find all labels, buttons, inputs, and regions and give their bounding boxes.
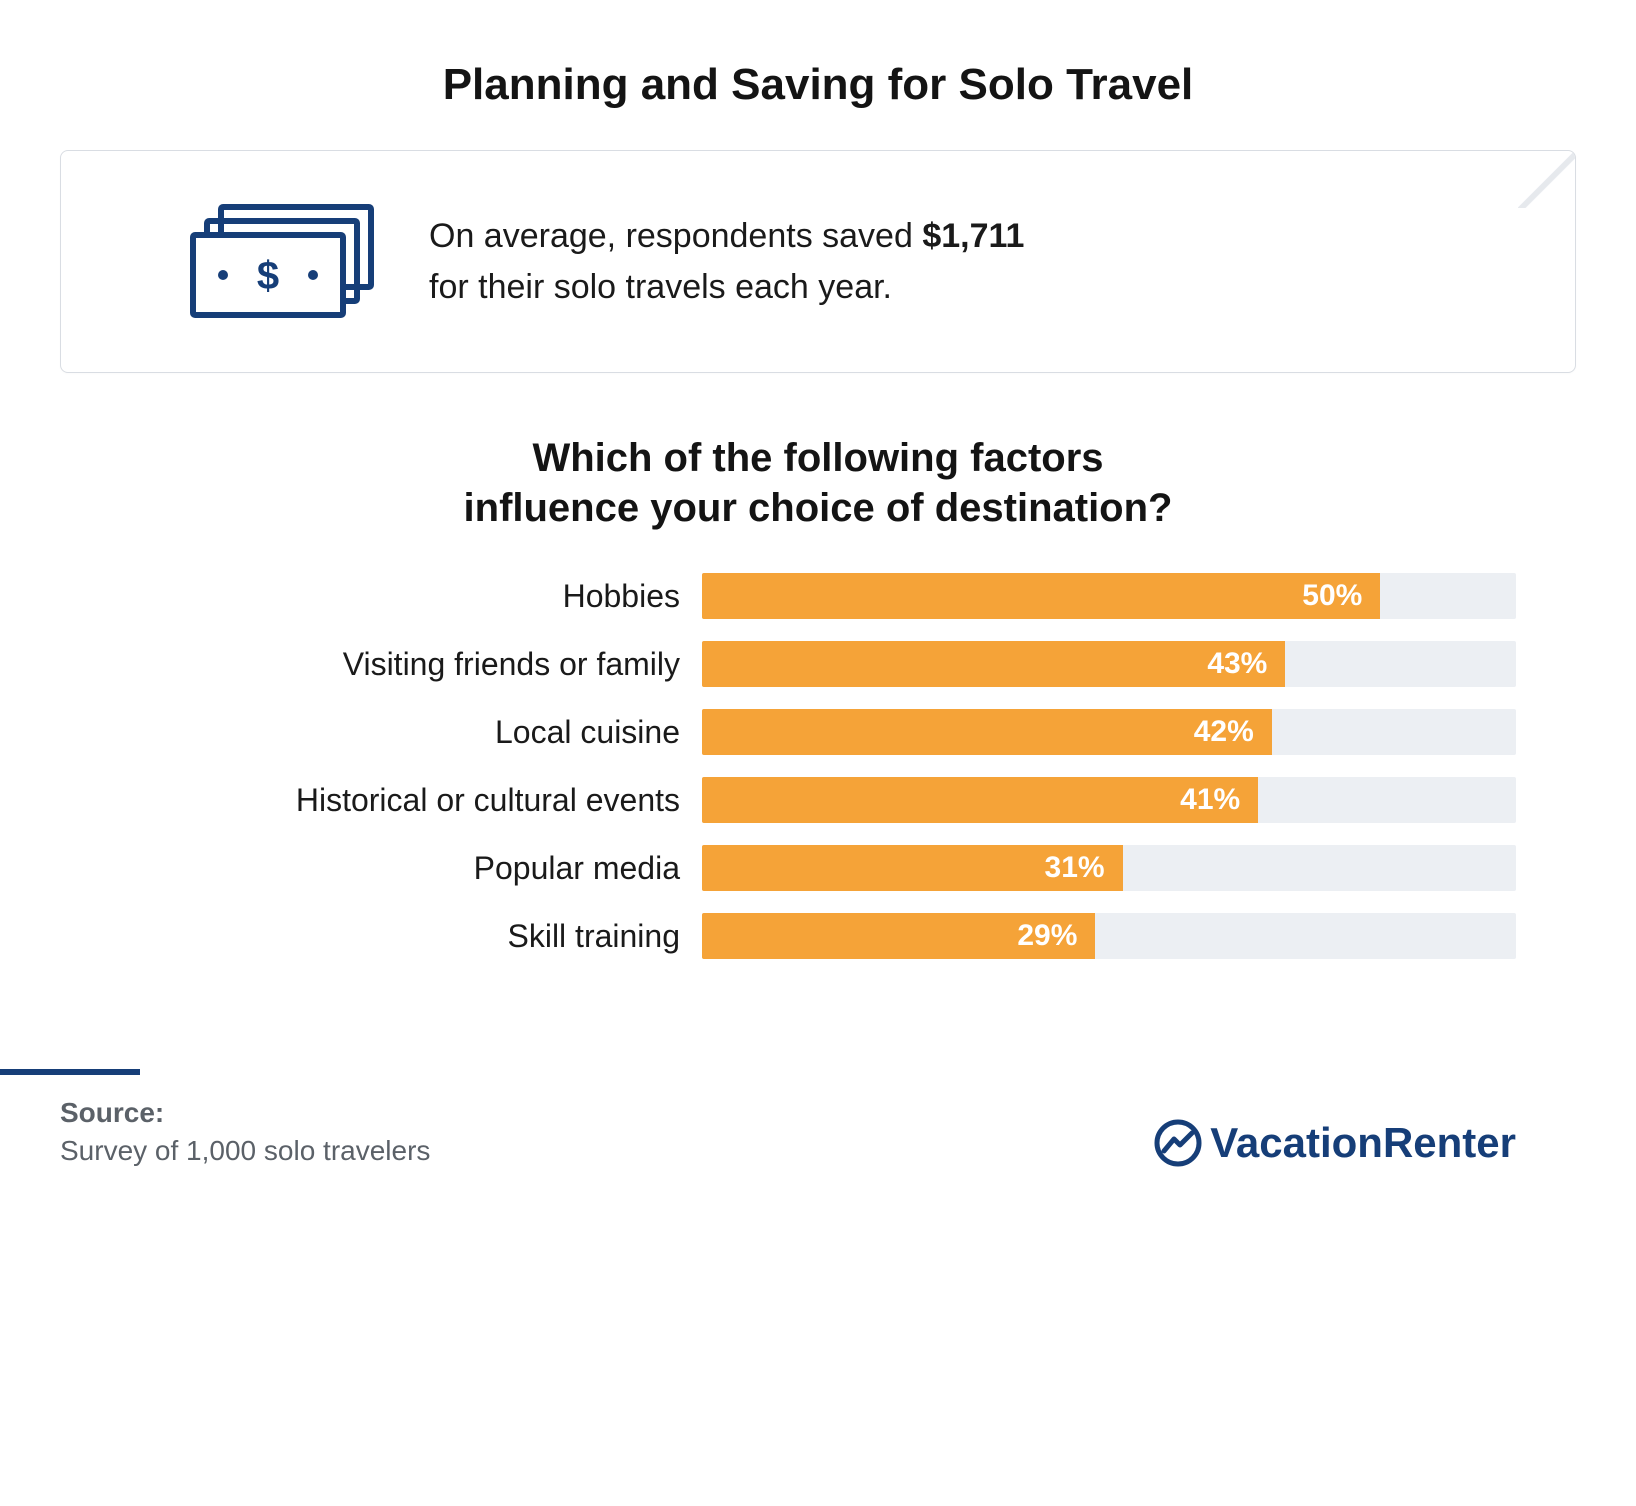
bar-fill: 41%: [702, 777, 1258, 823]
money-icon: $: [179, 189, 379, 334]
bar-value: 41%: [1180, 783, 1240, 817]
chart-row: Visiting friends or family 43%: [60, 641, 1516, 687]
bar-label: Visiting friends or family: [60, 646, 680, 683]
bar-fill: 42%: [702, 709, 1272, 755]
bar-label: Historical or cultural events: [60, 782, 680, 819]
svg-text:$: $: [257, 254, 279, 298]
chart-title-line1: Which of the following factors: [532, 436, 1103, 480]
callout-text-prefix: On average, respondents saved: [429, 217, 922, 255]
page-title: Planning and Saving for Solo Travel: [60, 60, 1576, 110]
bar-track: 41%: [702, 777, 1516, 823]
brand-logo: VacationRenter: [1154, 1119, 1516, 1167]
bar-fill: 29%: [702, 913, 1095, 959]
bar-label: Popular media: [60, 850, 680, 887]
chart-row: Popular media 31%: [60, 845, 1516, 891]
callout-fold-corner: [1518, 150, 1576, 208]
bar-value: 29%: [1017, 919, 1077, 953]
bar-label: Skill training: [60, 918, 680, 955]
chart-row: Historical or cultural events 41%: [60, 777, 1516, 823]
bar-fill: 31%: [702, 845, 1123, 891]
chart-title: Which of the following factors influence…: [368, 433, 1268, 533]
bar-track: 29%: [702, 913, 1516, 959]
brand-name: VacationRenter: [1210, 1119, 1516, 1167]
footer-rule: [0, 1069, 140, 1075]
infographic-page: Planning and Saving for Solo Travel $ On…: [0, 0, 1636, 1227]
chart-row: Hobbies 50%: [60, 573, 1516, 619]
source-text: Survey of 1,000 solo travelers: [60, 1135, 430, 1167]
bar-value: 42%: [1194, 715, 1254, 749]
callout-text-suffix: for their solo travels each year.: [429, 268, 892, 306]
savings-callout: $ On average, respondents saved $1,711 f…: [60, 150, 1576, 373]
bar-track: 50%: [702, 573, 1516, 619]
bar-track: 31%: [702, 845, 1516, 891]
chart-row: Local cuisine 42%: [60, 709, 1516, 755]
bar-value: 43%: [1207, 647, 1267, 681]
callout-text: On average, respondents saved $1,711 for…: [429, 211, 1024, 313]
brand-mark-icon: [1154, 1119, 1202, 1167]
bar-track: 43%: [702, 641, 1516, 687]
footer: Source: Survey of 1,000 solo travelers V…: [60, 1069, 1576, 1167]
factors-bar-chart: Hobbies 50% Visiting friends or family 43% L…: [60, 573, 1576, 959]
bar-fill: 43%: [702, 641, 1285, 687]
bar-track: 42%: [702, 709, 1516, 755]
bar-label: Local cuisine: [60, 714, 680, 751]
bar-value: 50%: [1302, 579, 1362, 613]
chart-row: Skill training 29%: [60, 913, 1516, 959]
bar-label: Hobbies: [60, 578, 680, 615]
bar-fill: 50%: [702, 573, 1380, 619]
source-block: Source: Survey of 1,000 solo travelers: [60, 1069, 430, 1167]
source-label: Source:: [60, 1097, 430, 1129]
callout-bold-amount: $1,711: [922, 217, 1024, 255]
bar-value: 31%: [1045, 851, 1105, 885]
chart-title-line2: influence your choice of destination?: [464, 486, 1173, 530]
